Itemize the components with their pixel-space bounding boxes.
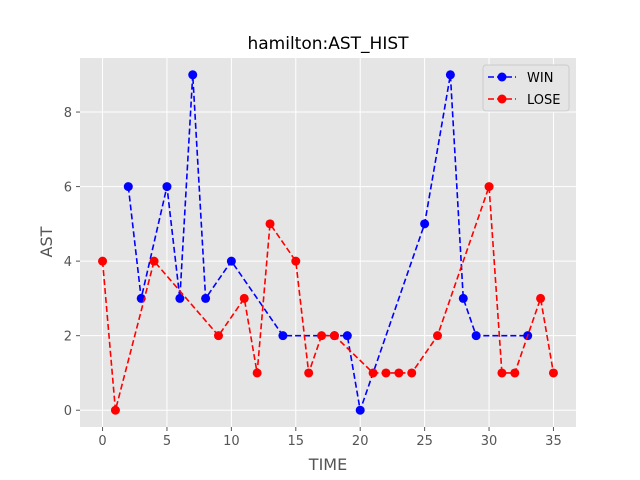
x-tick-label: 10: [223, 434, 240, 449]
data-point: [420, 219, 430, 229]
data-point: [342, 331, 352, 341]
x-tick-label: 35: [545, 434, 562, 449]
data-point: [484, 182, 494, 192]
data-point: [201, 293, 211, 303]
data-point: [265, 219, 275, 229]
data-point: [291, 256, 301, 266]
data-point: [536, 293, 546, 303]
data-point: [355, 405, 365, 415]
data-point: [497, 368, 507, 378]
data-point: [548, 368, 558, 378]
legend-item: WIN: [488, 71, 553, 86]
data-point: [239, 293, 249, 303]
y-tick-label: 8: [64, 106, 72, 121]
y-axis-label: AST: [37, 226, 56, 257]
series-win: [123, 70, 533, 415]
ticks: 0 5 10 15 20 25 30 35 0 2 4 6 8: [64, 106, 562, 449]
legend-marker: [497, 94, 507, 104]
x-tick-label: 20: [352, 434, 369, 449]
y-tick-label: 4: [64, 255, 72, 270]
legend-label: LOSE: [527, 93, 560, 108]
data-point: [433, 331, 443, 341]
x-axis-label: TIME: [308, 455, 347, 474]
legend-label: WIN: [527, 71, 553, 86]
y-tick-label: 0: [64, 404, 72, 419]
chart-title: hamilton:AST_HIST: [247, 34, 409, 54]
series-line: [127, 74, 528, 411]
data-point: [162, 182, 172, 192]
data-point: [226, 256, 236, 266]
x-tick-label: 15: [288, 434, 305, 449]
y-tick-label: 6: [64, 181, 72, 196]
data-point: [329, 331, 339, 341]
data-point: [368, 368, 378, 378]
x-tick-label: 30: [481, 434, 498, 449]
data-point: [510, 368, 520, 378]
data-point: [110, 405, 120, 415]
data-point: [213, 331, 223, 341]
legend-item: LOSE: [488, 93, 560, 108]
data-point: [123, 182, 133, 192]
x-tick-label: 5: [163, 434, 171, 449]
data-point: [394, 368, 404, 378]
data-point: [149, 256, 159, 266]
legend-marker: [497, 72, 507, 82]
data-point: [188, 70, 198, 80]
series-lose: [98, 182, 558, 415]
data-point: [252, 368, 262, 378]
series-layer: [98, 70, 558, 415]
data-point: [407, 368, 417, 378]
data-point: [458, 293, 468, 303]
data-point: [317, 331, 327, 341]
data-point: [304, 368, 314, 378]
data-point: [445, 70, 455, 80]
x-tick-label: 25: [416, 434, 433, 449]
data-point: [381, 368, 391, 378]
x-tick-label: 0: [98, 434, 106, 449]
data-point: [471, 331, 481, 341]
data-point: [98, 256, 108, 266]
data-point: [278, 331, 288, 341]
y-tick-label: 2: [64, 330, 72, 345]
data-point: [175, 293, 185, 303]
legend: WIN LOSE: [482, 64, 570, 112]
